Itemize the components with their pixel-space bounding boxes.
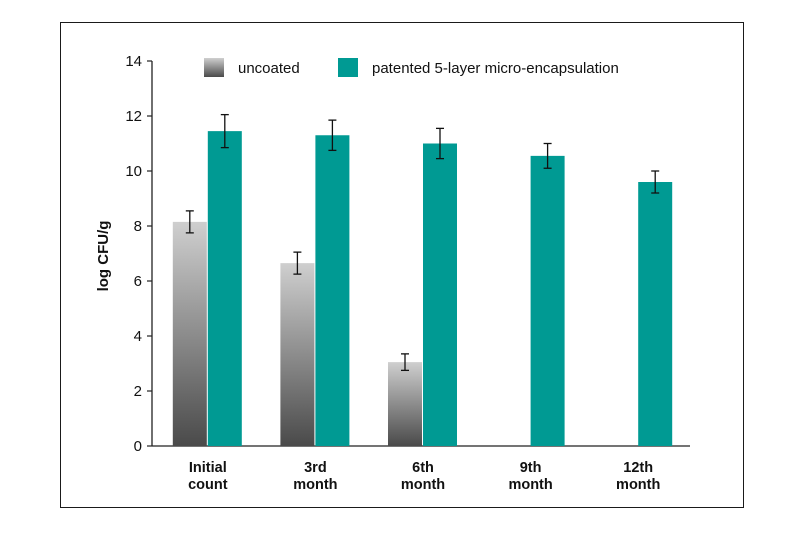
x-tick-label: Initial	[189, 460, 227, 476]
y-tick-label: 0	[134, 438, 142, 455]
x-tick-label: month	[401, 477, 445, 493]
x-tick-label: month	[616, 477, 660, 493]
x-tick-label: 12th	[623, 460, 653, 476]
bar-coated	[530, 155, 565, 446]
y-tick-label: 12	[125, 108, 142, 125]
bar-uncoated	[280, 263, 315, 446]
x-tick-label: month	[508, 477, 552, 493]
y-tick-label: 2	[134, 383, 142, 400]
bar-uncoated	[388, 362, 422, 446]
x-tick-label: count	[188, 477, 228, 493]
bar-coated	[207, 131, 242, 446]
x-tick-label: 9th	[520, 460, 542, 476]
x-tick-label: month	[293, 477, 337, 493]
y-tick-label: 8	[134, 218, 142, 235]
y-tick-label: 14	[125, 53, 142, 70]
bar-coated	[638, 182, 673, 446]
bar-uncoated	[172, 221, 207, 446]
y-tick-label: 10	[125, 163, 142, 180]
y-tick-label: 4	[134, 328, 142, 345]
x-tick-label: 3rd	[304, 460, 327, 476]
legend-swatch-uncoated	[204, 58, 224, 77]
x-tick-label: 6th	[412, 460, 434, 476]
bars	[172, 131, 673, 446]
bar-coated	[423, 143, 457, 446]
legend-swatch-coated	[338, 58, 358, 77]
y-axis-title: log CFU/g	[95, 221, 112, 292]
legend: uncoated patented 5-layer micro-encapsula…	[204, 58, 619, 77]
bar-coated	[315, 135, 350, 446]
chart-frame	[60, 22, 744, 508]
y-tick-label: 6	[134, 273, 142, 290]
error-bars	[185, 113, 660, 372]
legend-label: patented 5-layer micro-encapsulation	[372, 60, 619, 77]
legend-label: uncoated	[238, 60, 300, 77]
